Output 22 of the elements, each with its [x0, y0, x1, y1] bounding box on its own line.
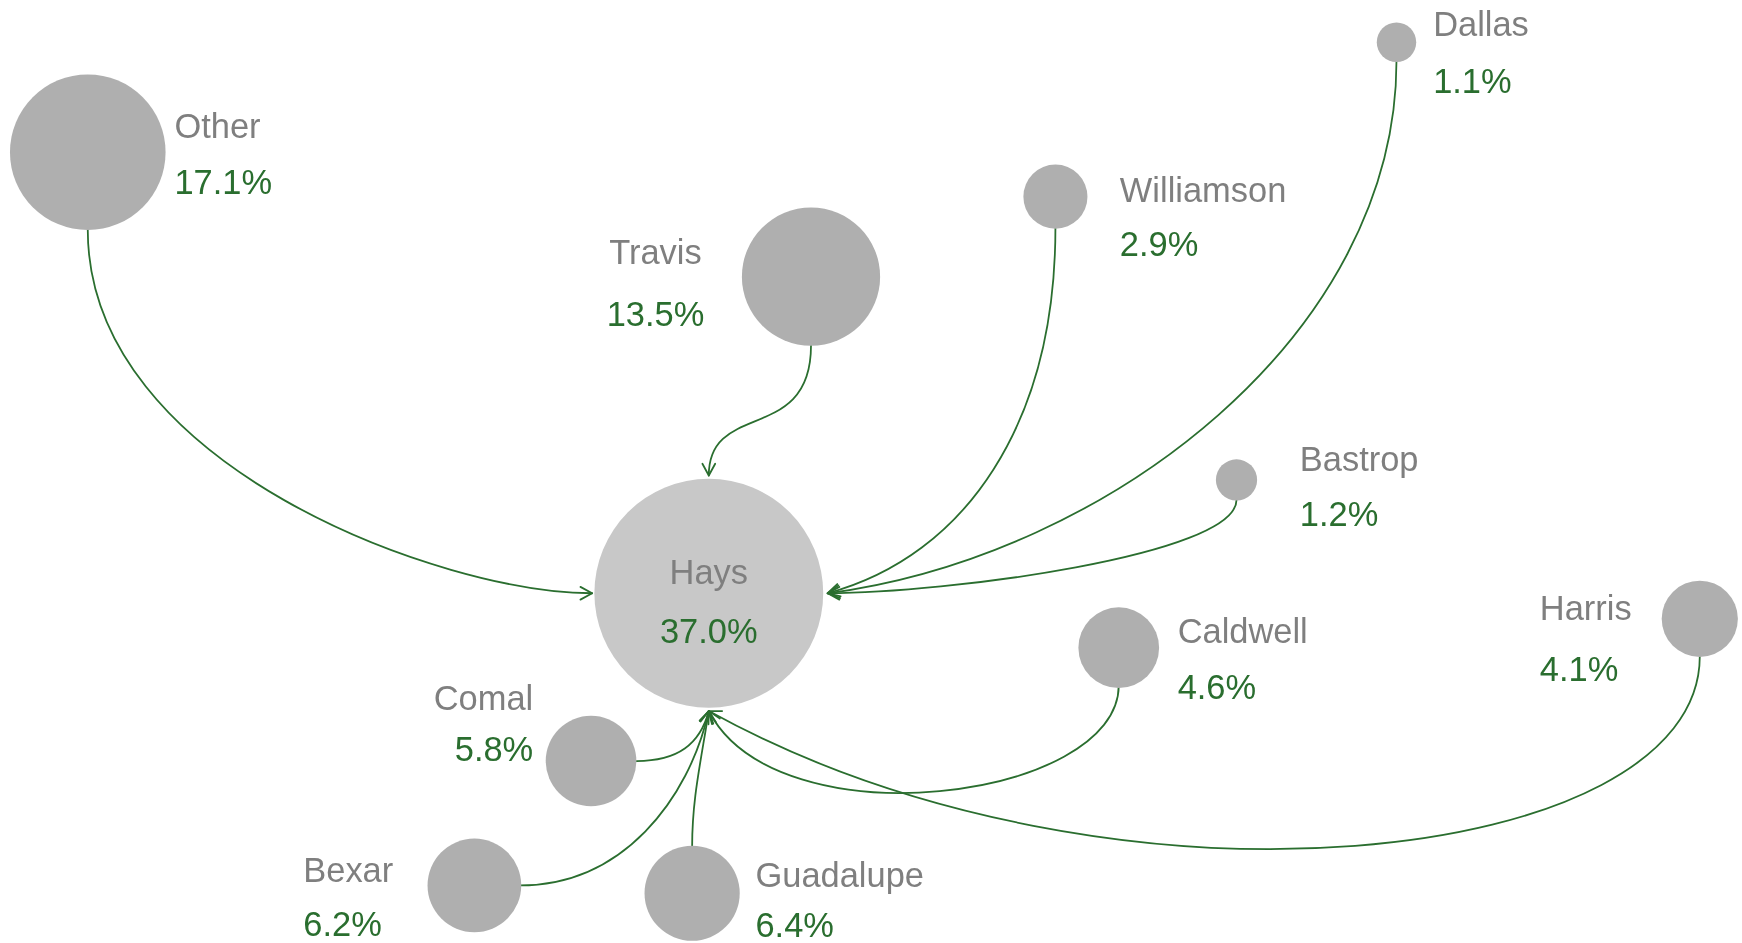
- category-label: Comal: [433, 678, 534, 717]
- data-label: 1.1%: [1433, 62, 1512, 101]
- data-label: 2.9%: [1119, 225, 1199, 264]
- data-label: 1.2%: [1299, 495, 1379, 534]
- category-label: Hays: [669, 553, 749, 592]
- category-label: Caldwell: [1177, 612, 1308, 651]
- category-label: Williamson: [1119, 170, 1287, 209]
- category-label: Guadalupe: [755, 856, 924, 895]
- category-label: Travis: [609, 233, 702, 272]
- data-label: 4.1%: [1539, 649, 1619, 688]
- data-label: 5.8%: [454, 729, 534, 768]
- data-label: 4.6%: [1177, 667, 1257, 706]
- data-label: 17.1%: [174, 163, 273, 202]
- data-label: 6.2%: [303, 905, 382, 943]
- data-label: 6.4%: [755, 906, 834, 943]
- category-label: Other: [174, 106, 261, 145]
- category-label: Bexar: [303, 850, 394, 889]
- data-label: 37.0%: [659, 612, 758, 651]
- category-label: Harris: [1539, 588, 1632, 627]
- category-label: Dallas: [1433, 5, 1529, 44]
- category-label: Bastrop: [1299, 439, 1419, 478]
- data-label: 13.5%: [606, 295, 705, 334]
